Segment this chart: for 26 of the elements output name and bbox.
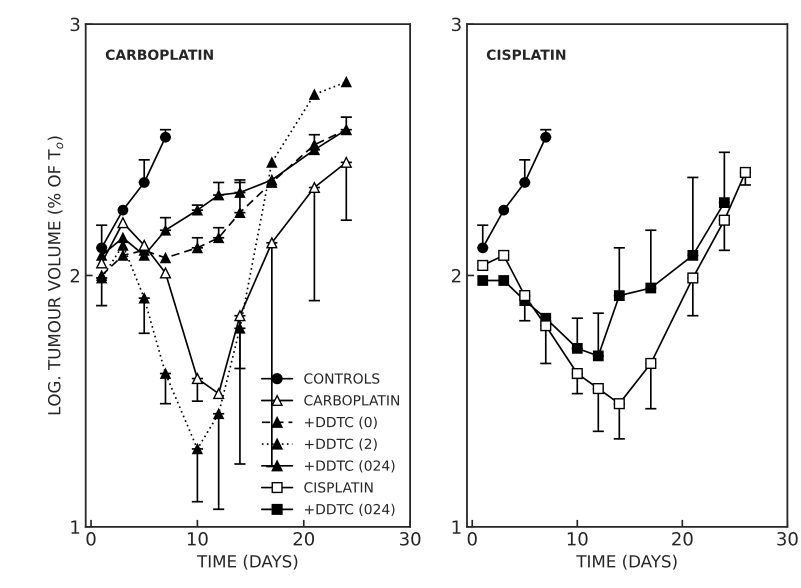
- y-tick-label: 1: [452, 520, 460, 534]
- x-tick-label: 20: [294, 532, 314, 546]
- y-tick-label: 1: [71, 520, 80, 534]
- legend-label: +DDTC (024): [304, 504, 394, 516]
- x-tick-label: 0: [86, 532, 96, 546]
- annotation: CARBOPLATIN: [106, 49, 213, 60]
- x-tick-label: 10: [568, 532, 588, 546]
- y-tick-label: 2: [70, 268, 80, 282]
- x-tick-label: 0: [468, 532, 477, 546]
- y-axis-title: LOG. TUMOUR VOLUME (% OF T$_{o}$): [48, 136, 64, 414]
- y-tick-label: 3: [452, 18, 461, 32]
- x-tick-label: 30: [400, 532, 420, 546]
- y-tick-label: 2: [452, 268, 460, 282]
- x-axis-title: TIME (DAYS): [197, 554, 298, 570]
- x-tick-label: 20: [672, 532, 693, 546]
- legend-label: CARBOPLATIN: [304, 395, 400, 406]
- annotation: CISPLATIN: [486, 49, 566, 60]
- legend-label: CONTROLS: [304, 373, 380, 384]
- legend-label: +DDTC (2): [304, 438, 377, 451]
- x-tick-label: 30: [777, 532, 798, 546]
- x-tick-label: 10: [188, 532, 208, 546]
- legend-label: +DDTC (0): [304, 416, 377, 429]
- legend-label: CISPLATIN: [304, 482, 373, 493]
- y-tick-label: 3: [70, 18, 80, 32]
- x-axis-title: TIME (DAYS): [576, 554, 677, 570]
- legend-label: +DDTC (024): [304, 460, 394, 473]
